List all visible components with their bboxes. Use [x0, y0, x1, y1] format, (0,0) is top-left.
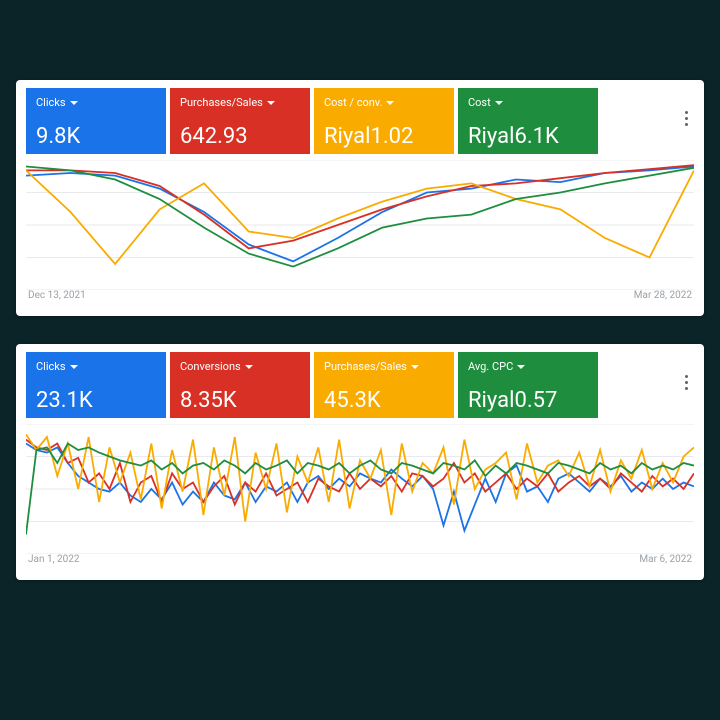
- chart-area: Jan 1, 2022 Mar 6, 2022: [26, 424, 694, 574]
- metric-label: Conversions: [180, 360, 300, 373]
- metric-label: Purchases/Sales: [324, 360, 444, 373]
- metric-value: Riyal6.1K: [468, 126, 588, 148]
- metric-cost-conv[interactable]: Cost / conv. Riyal1.02: [314, 88, 454, 154]
- chart-area: Dec 13, 2021 Mar 28, 2022: [26, 160, 694, 310]
- metric-label: Purchases/Sales: [180, 96, 300, 109]
- chevron-down-icon: [245, 365, 253, 369]
- chevron-down-icon: [517, 365, 525, 369]
- metric-conversions[interactable]: Conversions 8.35K: [170, 352, 310, 418]
- chevron-down-icon: [70, 365, 78, 369]
- metric-purchases[interactable]: Purchases/Sales 45.3K: [314, 352, 454, 418]
- date-end: Mar 6, 2022: [639, 554, 692, 565]
- metric-value: 642.93: [180, 126, 300, 148]
- metric-avg-cpc[interactable]: Avg. CPC Riyal0.57: [458, 352, 598, 418]
- metric-label-text: Cost / conv.: [324, 96, 382, 109]
- chevron-down-icon: [411, 365, 419, 369]
- date-start: Jan 1, 2022: [28, 554, 80, 565]
- metric-clicks[interactable]: Clicks 9.8K: [26, 88, 166, 154]
- date-axis: Jan 1, 2022 Mar 6, 2022: [26, 554, 694, 565]
- line-chart: [26, 160, 694, 290]
- date-start: Dec 13, 2021: [28, 290, 86, 301]
- metric-value: 45.3K: [324, 390, 444, 412]
- more-options-button[interactable]: [674, 106, 698, 130]
- metric-label: Avg. CPC: [468, 360, 588, 373]
- metric-label-text: Conversions: [180, 360, 241, 373]
- metric-cost[interactable]: Cost Riyal6.1K: [458, 88, 598, 154]
- metric-value: Riyal0.57: [468, 390, 588, 412]
- chevron-down-icon: [267, 101, 275, 105]
- metric-label-text: Clicks: [36, 360, 66, 373]
- metric-label-text: Avg. CPC: [468, 360, 513, 373]
- date-end: Mar 28, 2022: [634, 290, 692, 301]
- metric-value: Riyal1.02: [324, 126, 444, 148]
- more-options-button[interactable]: [674, 370, 698, 394]
- chevron-down-icon: [70, 101, 78, 105]
- metric-label: Clicks: [36, 96, 156, 109]
- metric-label-text: Purchases/Sales: [180, 96, 263, 109]
- metric-value: 9.8K: [36, 126, 156, 148]
- metrics-row: Clicks 9.8K Purchases/Sales 642.93 Cost …: [26, 88, 694, 154]
- analytics-card-1: Clicks 9.8K Purchases/Sales 642.93 Cost …: [16, 80, 704, 316]
- metric-label-text: Purchases/Sales: [324, 360, 407, 373]
- metric-clicks[interactable]: Clicks 23.1K: [26, 352, 166, 418]
- metric-value: 23.1K: [36, 390, 156, 412]
- chevron-down-icon: [495, 101, 503, 105]
- metric-label: Cost / conv.: [324, 96, 444, 109]
- chevron-down-icon: [386, 101, 394, 105]
- line-chart: [26, 424, 694, 554]
- metrics-row: Clicks 23.1K Conversions 8.35K Purchases…: [26, 352, 694, 418]
- analytics-card-2: Clicks 23.1K Conversions 8.35K Purchases…: [16, 344, 704, 580]
- metric-label: Clicks: [36, 360, 156, 373]
- metric-label-text: Clicks: [36, 96, 66, 109]
- metric-label: Cost: [468, 96, 588, 109]
- metric-value: 8.35K: [180, 390, 300, 412]
- metric-label-text: Cost: [468, 96, 491, 109]
- date-axis: Dec 13, 2021 Mar 28, 2022: [26, 290, 694, 301]
- metric-purchases[interactable]: Purchases/Sales 642.93: [170, 88, 310, 154]
